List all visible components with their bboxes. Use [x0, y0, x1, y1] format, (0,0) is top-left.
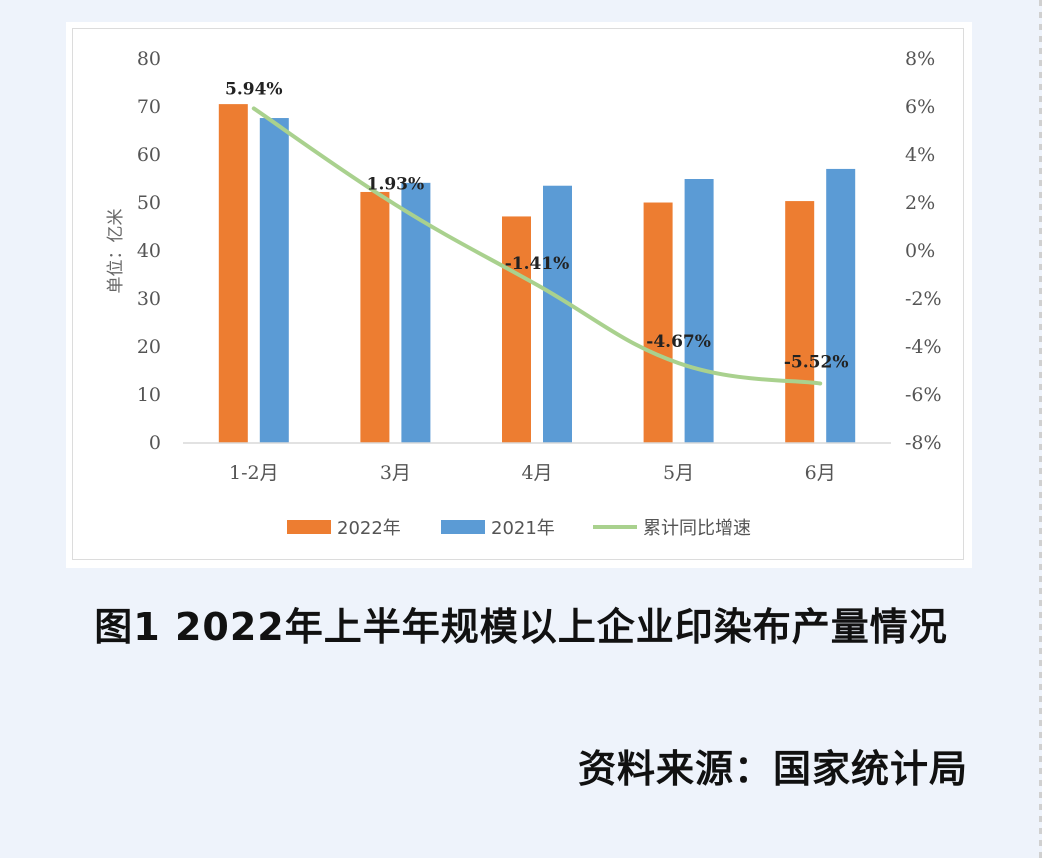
y-axis-tick-label: 30	[137, 288, 161, 310]
legend-label: 2021年	[491, 518, 555, 539]
growth-rate-line	[251, 106, 823, 386]
bar-2022	[502, 216, 531, 443]
y2-axis-tick-label: 6%	[905, 96, 935, 118]
y2-axis-tick-label: 8%	[905, 48, 935, 70]
x-axis-tick-label: 5月	[663, 462, 694, 484]
legend-label: 累计同比增速	[643, 518, 751, 539]
bar-2021	[259, 118, 289, 443]
y-axis-label: 单位：亿米	[106, 209, 126, 294]
chart-svg: 0 10 20 30 40 50 60 70 80 -8% -6% -4% -2% 0% 2% 4% 6% 8% 单…	[106, 48, 942, 539]
growth-data-label: 1.93%	[367, 175, 425, 195]
y2-axis-tick-label: 4%	[905, 144, 935, 166]
y-axis-tick-label: 60	[137, 144, 161, 166]
x-axis-tick-label: 3月	[380, 462, 411, 484]
y-axis-tick-label: 50	[137, 192, 161, 214]
y-axis-tick-label: 10	[137, 384, 161, 406]
bar-2022	[218, 104, 248, 444]
bar-2021	[826, 168, 856, 444]
y-axis-tick-label: 0	[149, 432, 161, 454]
y-axis-tick-label: 70	[137, 96, 161, 118]
x-axis-tick-label: 6月	[805, 462, 836, 484]
bar-2022	[785, 201, 815, 443]
y2-axis-tick-label: 2%	[905, 192, 935, 214]
chart-frame: 0 10 20 30 40 50 60 70 80 -8% -6% -4% -2% 0% 2% 4% 6% 8% 单…	[72, 28, 964, 560]
growth-data-label: 5.94%	[225, 79, 283, 99]
x-axis-tick-label: 4月	[521, 462, 552, 484]
bar-2021	[401, 182, 431, 443]
legend-swatch	[287, 520, 331, 534]
growth-data-label: -5.52%	[784, 352, 849, 372]
bar-2022	[360, 191, 390, 443]
y2-axis-tick-label: -4%	[905, 336, 942, 358]
x-axis-tick-label: 1-2月	[229, 462, 279, 484]
legend-swatch	[441, 520, 485, 534]
legend-label: 2022年	[337, 518, 401, 539]
growth-data-label: -1.41%	[505, 254, 570, 274]
page-edge-divider	[1039, 0, 1042, 858]
bar-2022	[643, 202, 673, 443]
y-axis-tick-label: 40	[137, 240, 161, 262]
y-axis-tick-label: 20	[137, 336, 161, 358]
y-axis-tick-label: 80	[137, 48, 161, 70]
y2-axis-tick-label: -2%	[905, 288, 942, 310]
source-note: 资料来源：国家统计局	[577, 747, 968, 791]
chart-panel: 0 10 20 30 40 50 60 70 80 -8% -6% -4% -2% 0% 2% 4% 6% 8% 单…	[66, 22, 972, 568]
y2-axis-tick-label: -6%	[905, 384, 942, 406]
figure-caption: 图1 2022年上半年规模以上企业印染布产量情况	[94, 605, 948, 649]
y2-axis-tick-label: 0%	[905, 240, 935, 262]
y2-axis-tick-label: -8%	[905, 432, 942, 454]
growth-data-label: -4.67%	[646, 332, 711, 352]
bar-2021	[684, 179, 714, 443]
bar-2021	[543, 185, 572, 443]
